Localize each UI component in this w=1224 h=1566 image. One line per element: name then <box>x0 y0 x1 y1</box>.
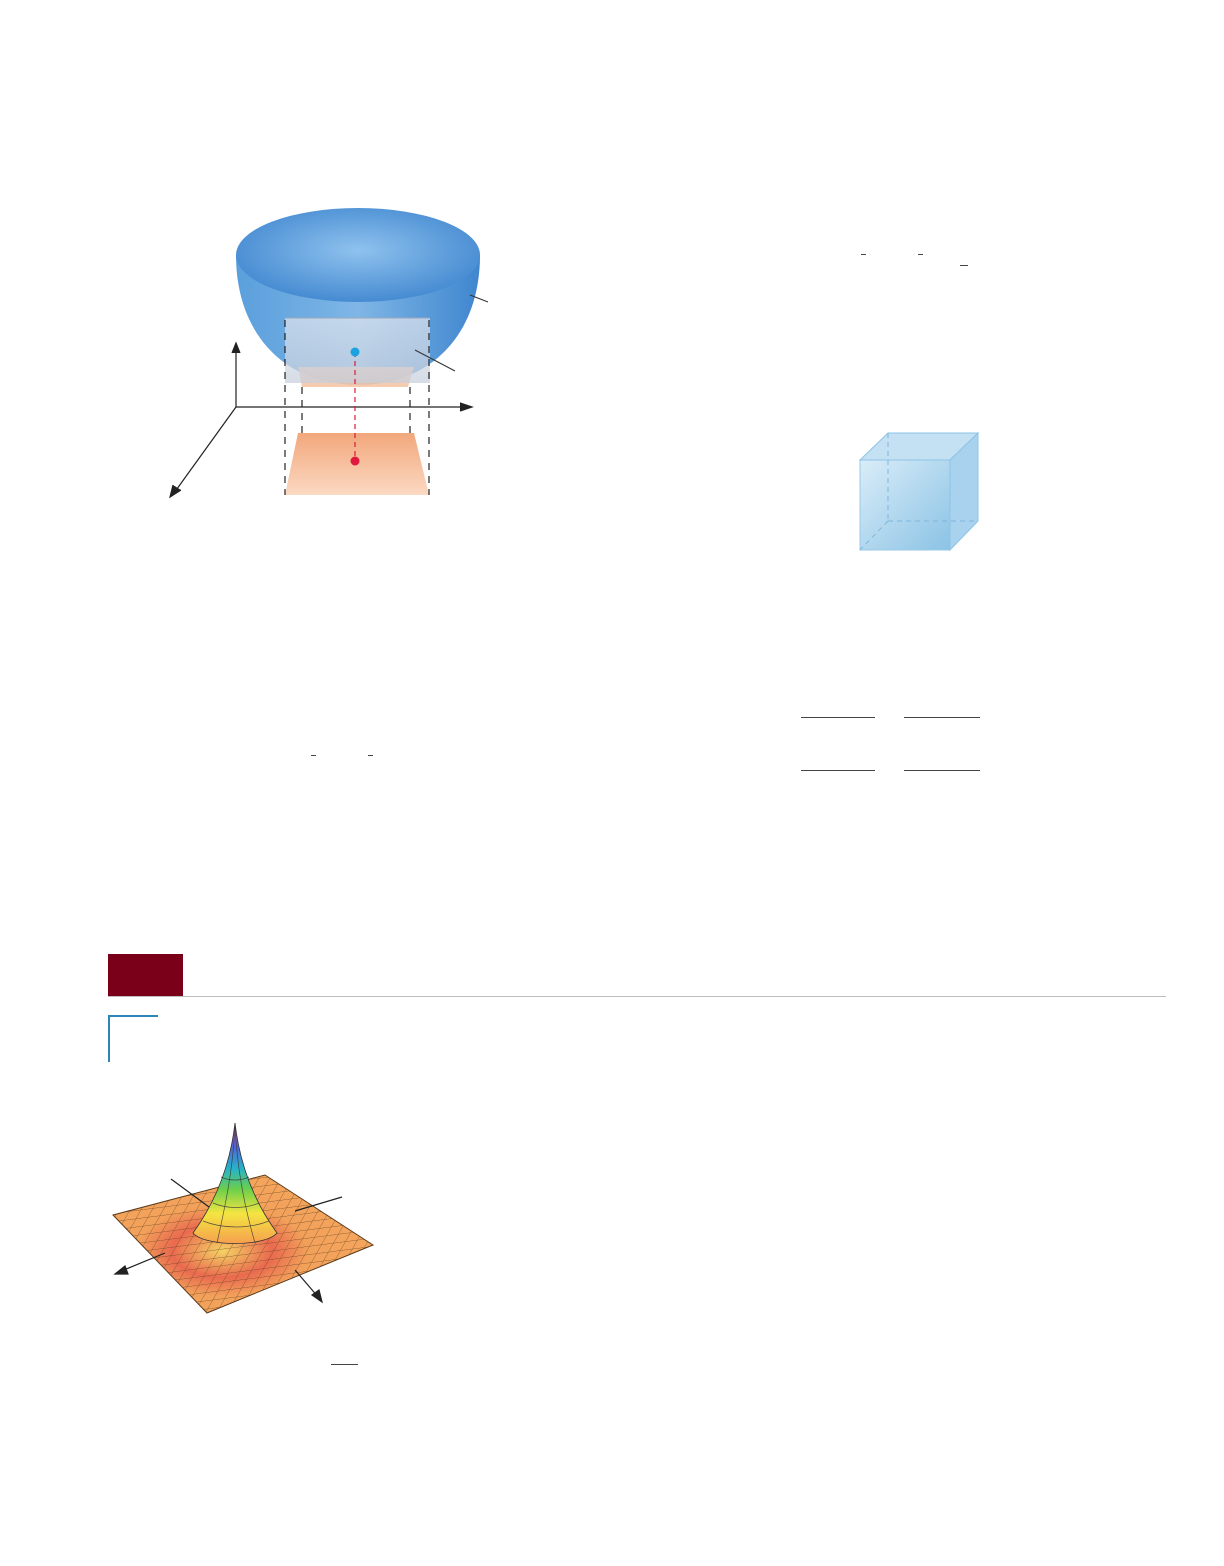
fraction-bar <box>904 717 980 718</box>
cube-figure <box>858 431 980 552</box>
axes <box>169 341 474 499</box>
surface-point <box>350 347 360 357</box>
corner-bracket <box>108 1015 158 1062</box>
peak <box>192 1122 278 1244</box>
peak-surface-figure <box>112 1122 375 1314</box>
fraction-bar <box>368 755 373 756</box>
region-point <box>350 456 360 466</box>
leader-line-patch <box>414 349 456 372</box>
fraction-bar <box>311 755 316 756</box>
fraction-bar <box>331 1364 358 1365</box>
fraction-bar <box>801 770 875 771</box>
leader-line-surface <box>469 294 489 303</box>
hemisphere-rim <box>236 208 480 302</box>
section-rule <box>108 996 1166 997</box>
axis-arrows <box>113 1178 343 1304</box>
section-box <box>108 954 183 996</box>
fraction-bar <box>904 770 980 771</box>
fraction-bar <box>861 254 866 255</box>
fraction-bar <box>960 265 968 266</box>
projection-dashes <box>284 320 430 495</box>
hemisphere-figure <box>169 208 489 499</box>
fraction-bar <box>801 717 875 718</box>
fraction-bar <box>918 254 923 255</box>
